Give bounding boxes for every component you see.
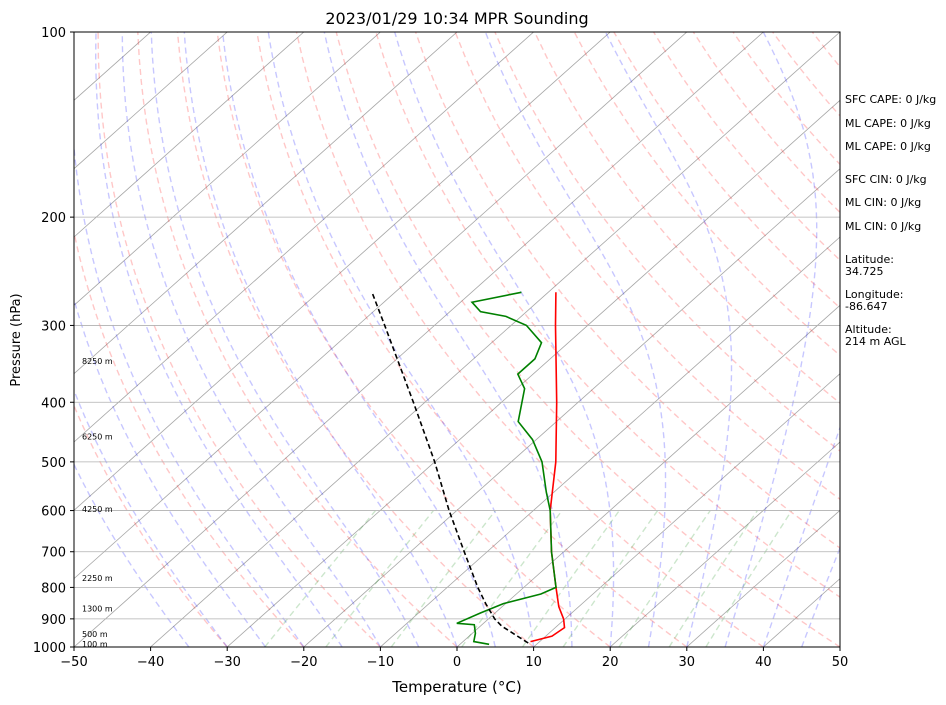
dry-adiabat-line bbox=[454, 32, 840, 501]
x-tick-label: −10 bbox=[367, 655, 394, 670]
dry-adiabat-line bbox=[216, 32, 611, 647]
isotherm-line bbox=[456, 304, 840, 647]
dry-adiabat-line bbox=[137, 32, 458, 647]
dry-adiabat-line bbox=[375, 32, 840, 598]
x-tick-label: −40 bbox=[137, 655, 164, 670]
isotherm-line bbox=[74, 32, 688, 580]
x-tick-label: −50 bbox=[60, 655, 87, 670]
ml-cin-text: ML CIN: 0 J/kg bbox=[845, 196, 922, 209]
y-tick-label: 400 bbox=[41, 396, 66, 411]
isotherm-line bbox=[74, 32, 765, 647]
height-label: 500 m bbox=[82, 630, 108, 639]
dry-adiabat-line bbox=[295, 32, 764, 647]
x-tick-label: 0 bbox=[453, 655, 461, 670]
y-tick-label: 200 bbox=[41, 211, 66, 226]
background-lines bbox=[74, 32, 840, 647]
y-tick-label: 600 bbox=[41, 505, 66, 520]
isotherm-line bbox=[74, 32, 458, 375]
height-label: 8250 m bbox=[82, 357, 113, 366]
sfc-cin-text: SFC CIN: 0 J/kg bbox=[845, 173, 927, 186]
y-axis-label: Pressure (hPa) bbox=[9, 293, 24, 386]
isotherm-line bbox=[74, 32, 611, 511]
ml-cape-text: ML CAPE: 0 J/kg bbox=[845, 117, 931, 130]
isotherm-line bbox=[609, 441, 840, 647]
chart-title: 2023/01/29 10:34 MPR Sounding bbox=[325, 9, 588, 28]
y-tick-label: 700 bbox=[41, 546, 66, 561]
height-label: 2250 m bbox=[82, 574, 113, 583]
dry-adiabat-line bbox=[74, 229, 305, 647]
sounding-info-panel: SFC CAPE: 0 J/kg ML CAPE: 0 J/kg ML CAPE… bbox=[845, 0, 945, 705]
y-tick-label: 300 bbox=[41, 319, 66, 334]
moist-adiabat-line bbox=[221, 32, 496, 647]
isotherm-line bbox=[303, 168, 840, 647]
moist-adiabat-line bbox=[94, 32, 343, 647]
x-tick-label: 10 bbox=[525, 655, 542, 670]
dry-adiabat-line bbox=[414, 32, 840, 549]
dry-adiabat-line bbox=[573, 32, 840, 357]
dry-adiabat-line bbox=[494, 32, 840, 452]
moist-adiabat-line bbox=[604, 32, 733, 647]
x-tick-label: 30 bbox=[679, 655, 696, 670]
dry-adiabat-line bbox=[335, 32, 840, 647]
moist-adiabat-line bbox=[394, 32, 615, 647]
x-tick-label: 20 bbox=[602, 655, 619, 670]
moist-adiabat-line bbox=[150, 32, 420, 647]
pressure-gridlines bbox=[74, 32, 840, 647]
moist-adiabat-line bbox=[74, 388, 228, 647]
isotherm-line bbox=[149, 32, 840, 647]
x-axis-label: Temperature (°C) bbox=[391, 678, 521, 696]
height-label: 4250 m bbox=[82, 505, 113, 514]
height-label: 100 m bbox=[82, 640, 108, 649]
dry-adiabat-line bbox=[176, 32, 535, 647]
sfc-cape-text: SFC CAPE: 0 J/kg bbox=[845, 93, 937, 106]
parcel-profile-line bbox=[371, 292, 529, 644]
isotherm-line bbox=[532, 373, 840, 647]
moist-adiabat-line bbox=[267, 32, 535, 647]
isotherm-line bbox=[226, 99, 840, 647]
isotherm-line bbox=[686, 509, 840, 647]
x-axis-ticks: −50 −40 −30 −20 −10 0 10 20 30 40 50 bbox=[60, 647, 848, 670]
y-tick-label: 1000 bbox=[33, 641, 66, 656]
x-tick-label: −20 bbox=[290, 655, 317, 670]
y-tick-label: 500 bbox=[41, 456, 66, 471]
height-label: 1300 m bbox=[82, 605, 113, 614]
moist-adiabat-line bbox=[323, 32, 573, 647]
latitude-text: Latitude: 34.725 bbox=[845, 253, 894, 278]
moist-adiabat-line bbox=[724, 32, 818, 647]
moist-adiabat-line bbox=[183, 32, 458, 647]
x-tick-label: −30 bbox=[213, 655, 240, 670]
height-label: 6250 m bbox=[82, 433, 113, 442]
y-tick-label: 800 bbox=[41, 581, 66, 596]
dry-adiabat-line bbox=[97, 32, 381, 647]
mixing-ratio-line bbox=[264, 510, 377, 647]
isotherm-line bbox=[74, 32, 305, 238]
y-axis-ticks: 100 200 300 400 500 600 700 800 900 1000 bbox=[33, 26, 74, 656]
x-tick-label: 40 bbox=[755, 655, 772, 670]
profile-lines bbox=[371, 291, 566, 646]
moist-adiabat-line bbox=[762, 425, 840, 647]
plot-background bbox=[74, 32, 840, 647]
moist-adiabat-line bbox=[121, 32, 381, 647]
ml-cape-text-2: ML CAPE: 0 J/kg bbox=[845, 140, 931, 153]
dry-adiabat-line bbox=[613, 32, 840, 309]
y-tick-label: 900 bbox=[41, 613, 66, 628]
longitude-text: Longitude: -86.647 bbox=[845, 288, 904, 313]
x-tick-label: 50 bbox=[832, 655, 849, 670]
altitude-text: Altitude: 214 m AGL bbox=[845, 323, 906, 348]
isotherm-line bbox=[379, 236, 840, 647]
moist-adiabat-line bbox=[74, 140, 305, 647]
dewpoint-profile-line bbox=[456, 291, 557, 646]
isotherm-line bbox=[74, 32, 535, 443]
dry-adiabat-line bbox=[533, 32, 840, 405]
dry-adiabat-line bbox=[256, 32, 688, 647]
y-tick-label: 100 bbox=[41, 26, 66, 41]
moist-adiabat-line bbox=[484, 32, 667, 647]
ml-cin-text-2: ML CIN: 0 J/kg bbox=[845, 220, 922, 233]
moist-adiabat-line bbox=[74, 296, 267, 647]
isotherm-line bbox=[74, 32, 382, 306]
moist-adiabat-line bbox=[74, 462, 190, 647]
isotherm-line bbox=[74, 32, 228, 170]
